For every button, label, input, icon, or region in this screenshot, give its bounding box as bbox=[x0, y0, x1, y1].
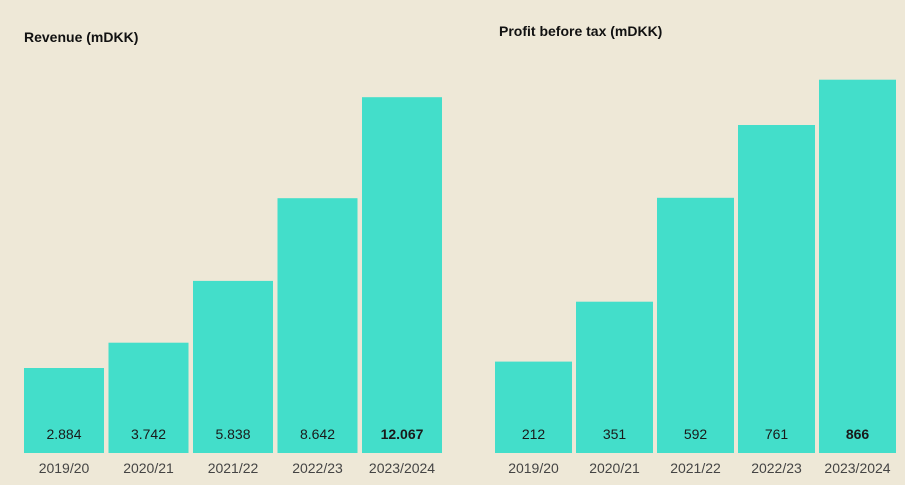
profit-x-tick-2021/22: 2021/22 bbox=[670, 460, 721, 476]
profit-value-label-2020/21: 351 bbox=[603, 426, 627, 442]
profit-value-label-2021/22: 592 bbox=[684, 426, 708, 442]
revenue-x-tick-2023/2024: 2023/2024 bbox=[369, 460, 435, 476]
revenue-x-tick-2021/22: 2021/22 bbox=[208, 460, 259, 476]
revenue-x-tick-2020/21: 2020/21 bbox=[123, 460, 174, 476]
revenue-bar-2022/23 bbox=[277, 198, 358, 453]
revenue-x-tick-2019/20: 2019/20 bbox=[39, 460, 90, 476]
profit-bar-2021/22 bbox=[657, 197, 734, 453]
profit-x-tick-2019/20: 2019/20 bbox=[508, 460, 559, 476]
revenue-bar-2021/22 bbox=[193, 280, 273, 453]
revenue-value-label-2019/20: 2.884 bbox=[46, 426, 81, 442]
profit-bar-2022/23 bbox=[738, 125, 815, 453]
profit-value-label-2022/23: 761 bbox=[765, 426, 789, 442]
revenue-bar-2020/21 bbox=[108, 342, 189, 453]
profit-value-label-2023/2024: 866 bbox=[846, 426, 870, 442]
profit-x-tick-2023/2024: 2023/2024 bbox=[824, 460, 890, 476]
profit-bar-2020/21 bbox=[576, 301, 653, 453]
profit-x-tick-2022/23: 2022/23 bbox=[751, 460, 802, 476]
profit-chart-title: Profit before tax (mDKK) bbox=[499, 23, 662, 39]
revenue-value-label-2023/2024: 12.067 bbox=[381, 426, 424, 442]
revenue-bar-2023/2024 bbox=[362, 97, 442, 453]
revenue-chart: Revenue (mDKK) 2.884 2019/20 3.742 2020/21 5… bbox=[24, 29, 442, 476]
revenue-chart-title: Revenue (mDKK) bbox=[24, 29, 138, 45]
revenue-bar-2019/20 bbox=[24, 368, 104, 453]
profit-bar-2023/2024 bbox=[819, 79, 896, 453]
revenue-x-tick-2022/23: 2022/23 bbox=[292, 460, 343, 476]
profit-chart: Profit before tax (mDKK) 212 2019/20 351 20… bbox=[495, 23, 896, 476]
profit-x-tick-2020/21: 2020/21 bbox=[589, 460, 640, 476]
revenue-value-label-2022/23: 8.642 bbox=[300, 426, 335, 442]
profit-bar-2019/20 bbox=[495, 361, 572, 453]
revenue-value-label-2020/21: 3.742 bbox=[131, 426, 166, 442]
profit-value-label-2019/20: 212 bbox=[522, 426, 546, 442]
revenue-value-label-2021/22: 5.838 bbox=[215, 426, 250, 442]
